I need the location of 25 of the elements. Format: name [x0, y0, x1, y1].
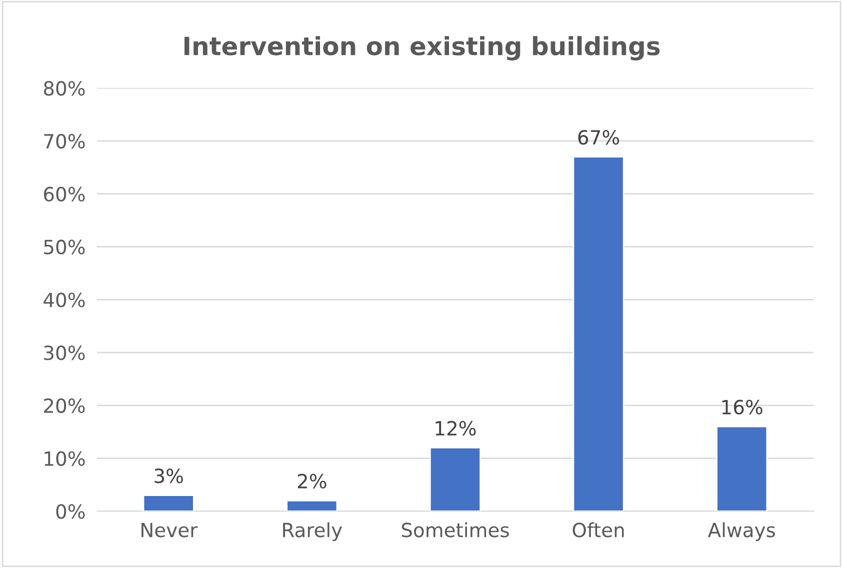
data-label: 3%: [154, 468, 183, 484]
x-tick-label: Often: [572, 522, 624, 538]
y-tick-label: 30%: [44, 345, 85, 360]
y-tick-label: 40%: [44, 292, 85, 308]
bar: [429, 447, 481, 512]
bar: [572, 156, 624, 512]
x-tick-label: Always: [708, 522, 775, 542]
y-tick-label: 50%: [44, 240, 85, 254]
y-tick-label: 80%: [44, 80, 85, 96]
data-label: 2%: [298, 474, 326, 489]
bar: [142, 494, 194, 512]
x-tick-label: Rarely: [283, 522, 342, 542]
x-tick-label: Never: [142, 522, 198, 538]
chart-title: Intervention on existing buildings: [184, 36, 660, 60]
y-tick-label: 20%: [44, 398, 85, 414]
y-tick-label: 10%: [44, 451, 85, 466]
y-tick-label: 70%: [44, 134, 85, 149]
y-tick-label: 60%: [44, 186, 85, 202]
data-label: 16%: [722, 400, 762, 414]
y-tick-label: 0%: [56, 504, 85, 519]
data-label: 12%: [436, 420, 476, 436]
x-tick-label: Sometimes: [402, 522, 509, 538]
data-label: 67%: [578, 130, 620, 145]
bar: [716, 426, 768, 512]
bar: [286, 500, 338, 512]
